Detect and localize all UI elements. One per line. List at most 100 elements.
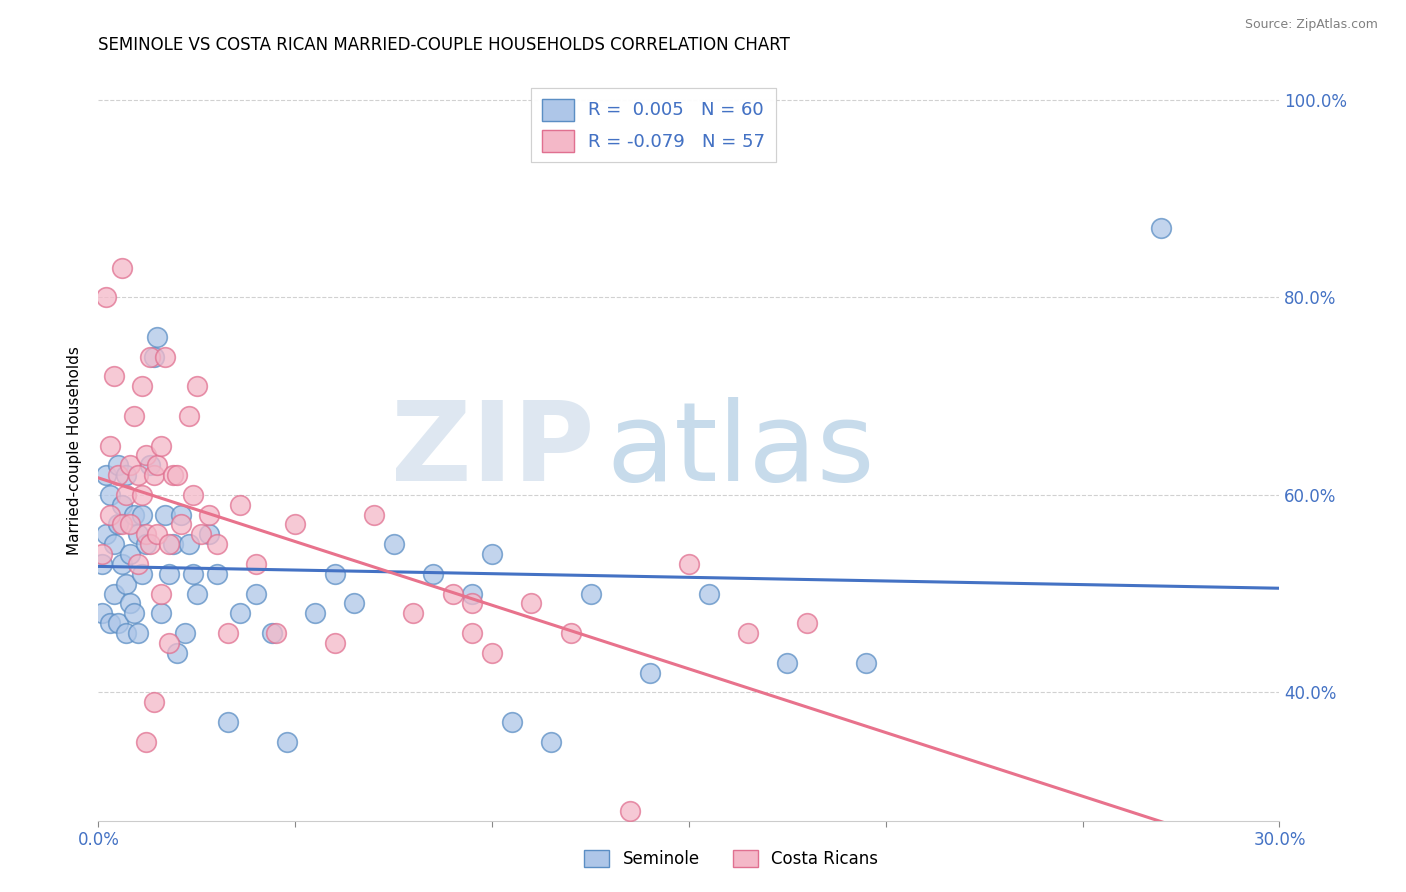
Point	[304, 607, 326, 621]
Point	[150, 438, 173, 452]
Point	[96, 468, 118, 483]
Point	[697, 586, 720, 600]
Point	[107, 468, 129, 483]
Point	[181, 566, 204, 581]
Point	[205, 537, 228, 551]
Point	[186, 586, 208, 600]
Point	[131, 508, 153, 522]
Point	[142, 468, 165, 483]
Point	[115, 468, 138, 483]
Point	[737, 626, 759, 640]
Point	[162, 468, 184, 483]
Point	[118, 597, 141, 611]
Point	[135, 734, 157, 748]
Point	[579, 586, 602, 600]
Point	[157, 537, 180, 551]
Point	[115, 626, 138, 640]
Point	[560, 626, 582, 640]
Point	[190, 527, 212, 541]
Point	[138, 458, 160, 473]
Point	[115, 488, 138, 502]
Point	[135, 449, 157, 463]
Point	[127, 557, 149, 571]
Point	[177, 409, 200, 423]
Legend: Seminole, Costa Ricans: Seminole, Costa Ricans	[578, 843, 884, 875]
Point	[142, 695, 165, 709]
Point	[98, 616, 121, 631]
Point	[170, 508, 193, 522]
Point	[461, 626, 484, 640]
Point	[142, 350, 165, 364]
Point	[127, 527, 149, 541]
Point	[796, 616, 818, 631]
Point	[111, 517, 134, 532]
Point	[174, 626, 197, 640]
Point	[264, 626, 287, 640]
Point	[501, 714, 523, 729]
Point	[111, 557, 134, 571]
Point	[197, 527, 219, 541]
Text: ZIP: ZIP	[391, 397, 595, 504]
Point	[150, 607, 173, 621]
Point	[96, 290, 118, 304]
Point	[245, 586, 267, 600]
Point	[229, 498, 252, 512]
Point	[118, 458, 141, 473]
Point	[111, 260, 134, 275]
Point	[103, 369, 125, 384]
Point	[157, 636, 180, 650]
Point	[245, 557, 267, 571]
Point	[217, 714, 239, 729]
Point	[481, 646, 503, 660]
Point	[343, 597, 366, 611]
Point	[260, 626, 283, 640]
Point	[138, 350, 160, 364]
Point	[150, 586, 173, 600]
Point	[131, 488, 153, 502]
Point	[131, 566, 153, 581]
Point	[217, 626, 239, 640]
Point	[461, 586, 484, 600]
Point	[107, 616, 129, 631]
Point	[284, 517, 307, 532]
Point	[855, 656, 877, 670]
Point	[197, 508, 219, 522]
Point	[122, 409, 145, 423]
Point	[146, 527, 169, 541]
Point	[146, 330, 169, 344]
Point	[118, 547, 141, 561]
Point	[138, 537, 160, 551]
Point	[91, 557, 114, 571]
Point	[276, 734, 298, 748]
Point	[98, 438, 121, 452]
Point	[363, 508, 385, 522]
Text: atlas: atlas	[606, 397, 875, 504]
Point	[520, 597, 543, 611]
Point	[162, 537, 184, 551]
Point	[91, 607, 114, 621]
Point	[146, 458, 169, 473]
Point	[135, 537, 157, 551]
Point	[619, 804, 641, 818]
Point	[441, 586, 464, 600]
Point	[98, 508, 121, 522]
Point	[323, 636, 346, 650]
Point	[103, 537, 125, 551]
Text: SEMINOLE VS COSTA RICAN MARRIED-COUPLE HOUSEHOLDS CORRELATION CHART: SEMINOLE VS COSTA RICAN MARRIED-COUPLE H…	[98, 36, 790, 54]
Point	[170, 517, 193, 532]
Point	[461, 597, 484, 611]
Point	[323, 566, 346, 581]
Point	[155, 350, 177, 364]
Point	[166, 646, 188, 660]
Point	[776, 656, 799, 670]
Point	[135, 527, 157, 541]
Point	[157, 566, 180, 581]
Point	[118, 517, 141, 532]
Point	[177, 537, 200, 551]
Point	[422, 566, 444, 581]
Point	[155, 508, 177, 522]
Y-axis label: Married-couple Households: Married-couple Households	[67, 346, 83, 555]
Point	[166, 468, 188, 483]
Point	[229, 607, 252, 621]
Point	[103, 586, 125, 600]
